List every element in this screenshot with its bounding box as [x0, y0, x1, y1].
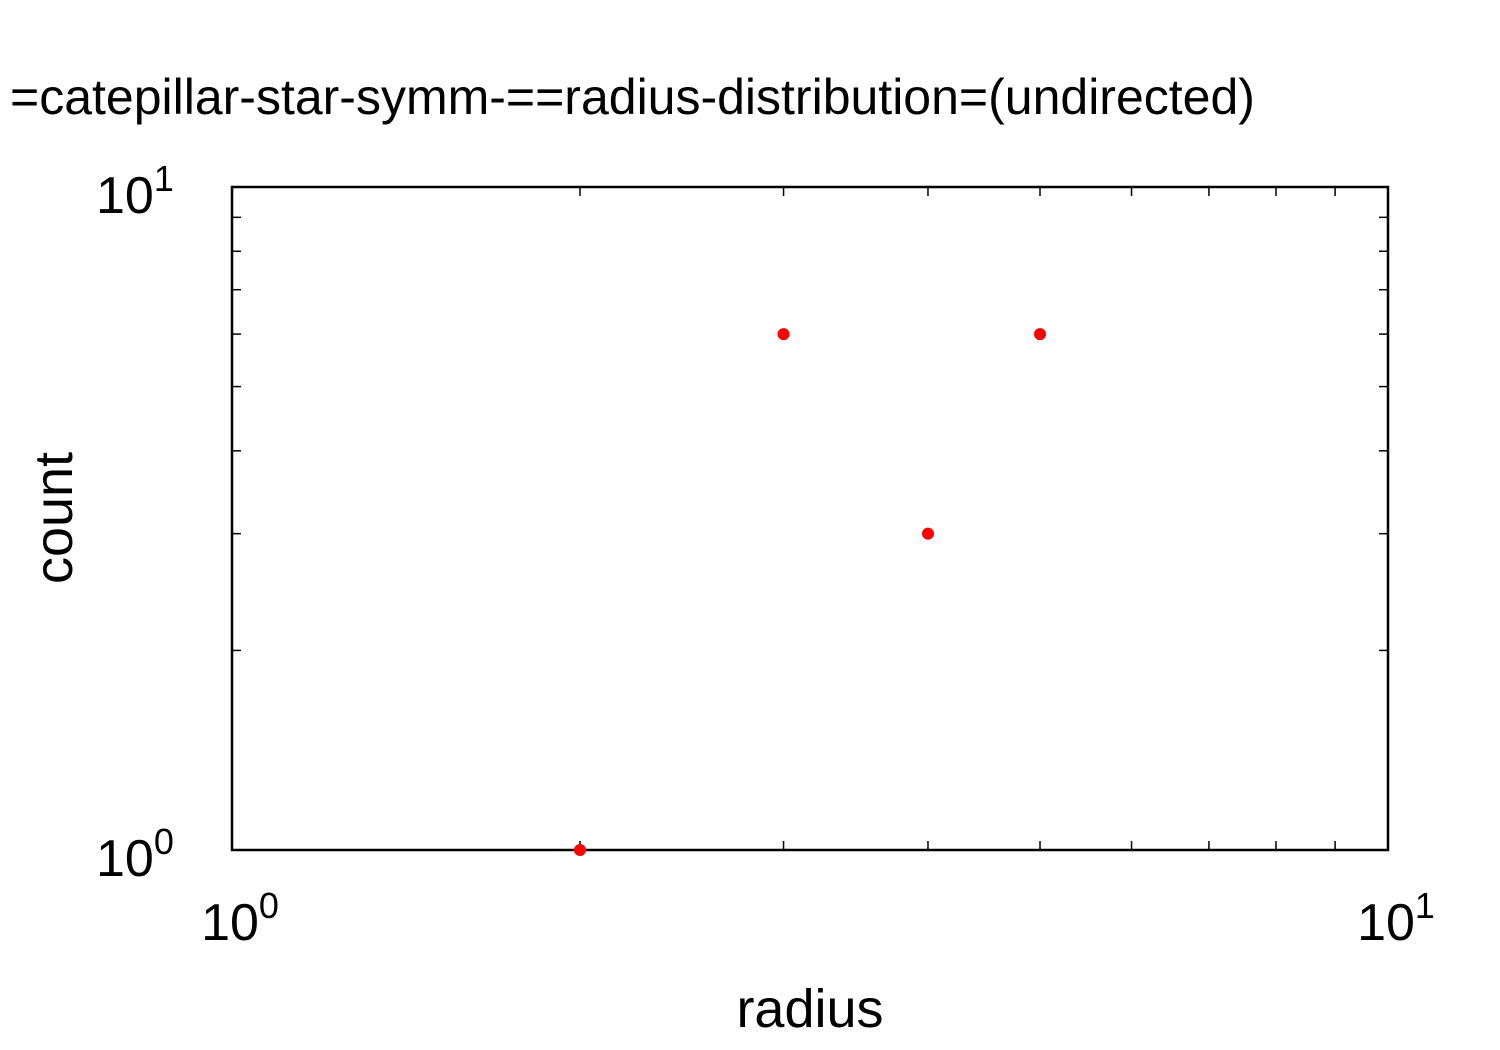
x-tick-label: 100: [201, 885, 279, 952]
chart-title: =catepillar-star-symm-==radius-distribut…: [10, 69, 1255, 125]
data-point: [777, 328, 790, 341]
minor-ticks: [232, 187, 1388, 850]
data-point: [921, 527, 934, 540]
x-tick-label: 101: [1357, 885, 1435, 952]
y-tick-label: 101: [96, 158, 174, 225]
data-point: [573, 844, 586, 856]
y-axis-label: count: [24, 452, 84, 584]
tick-labels: 100 101 100 101: [96, 158, 1435, 952]
data-point: [1034, 328, 1047, 341]
plot-frame: [230, 185, 1390, 852]
data-points: [573, 328, 1047, 856]
x-axis-label: radius: [736, 979, 883, 1039]
y-tick-label: 100: [96, 821, 174, 888]
